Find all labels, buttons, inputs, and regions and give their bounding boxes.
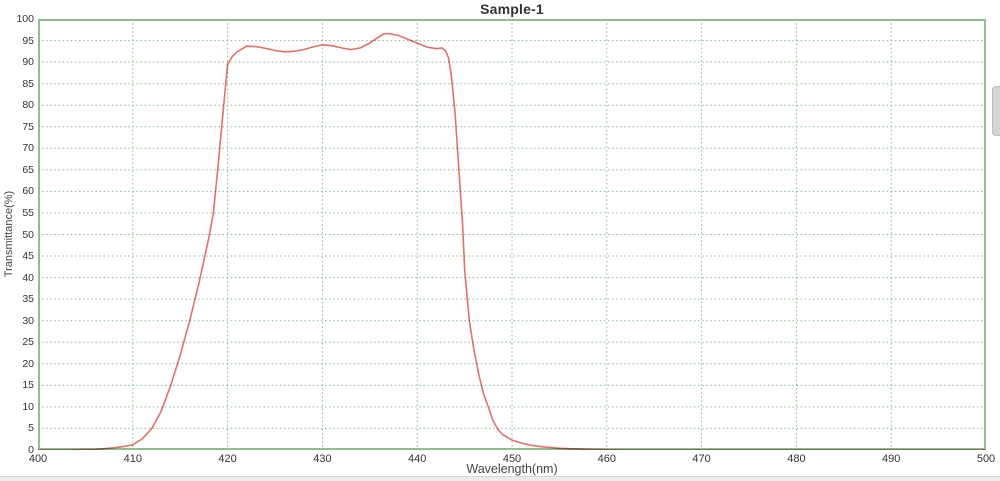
x-tick-label: 500 (976, 453, 996, 465)
y-tick-label: 80 (22, 99, 34, 112)
x-tick-label: 490 (882, 453, 901, 465)
page-bottom-edge (0, 476, 1000, 481)
y-tick-label: 85 (22, 77, 34, 90)
plot-area (38, 19, 986, 450)
y-tick-label: 90 (22, 56, 34, 69)
chart-title: Sample-1 (480, 1, 544, 17)
x-axis-title: Wavelength(nm) (466, 462, 558, 476)
x-tick-label: 410 (123, 453, 142, 465)
y-tick-label: 15 (22, 379, 34, 392)
x-tick-label: 400 (28, 453, 48, 465)
x-tick-label: 440 (408, 453, 427, 465)
x-tick-label: 470 (692, 453, 711, 465)
plot-border (38, 19, 986, 450)
y-tick-label: 100 (16, 13, 34, 25)
y-tick-label: 75 (22, 120, 34, 133)
y-tick-label: 95 (22, 34, 34, 47)
y-tick-label: 70 (22, 142, 34, 155)
y-tick-label: 25 (22, 336, 34, 349)
y-tick-label: 45 (22, 250, 34, 263)
x-tick-label: 430 (313, 453, 332, 465)
y-tick-label: 55 (22, 206, 34, 219)
y-tick-label: 60 (22, 185, 34, 198)
y-tick-label: 65 (22, 163, 34, 176)
y-tick-label: 20 (22, 357, 34, 370)
y-tick-label: 30 (22, 314, 34, 327)
transmittance-curve (38, 32, 986, 450)
x-tick-label: 480 (787, 453, 806, 465)
x-tick-label: 420 (218, 453, 237, 465)
y-tick-label: 5 (28, 422, 34, 435)
x-tick-label: 450 (502, 453, 522, 465)
y-tick-label: 40 (22, 271, 34, 284)
scrollbar-thumb[interactable] (992, 86, 1000, 136)
y-tick-label: 50 (22, 228, 34, 241)
y-tick-label: 35 (22, 293, 34, 306)
y-tick-label: 0 (28, 444, 34, 456)
y-tick-label: 10 (22, 400, 34, 413)
x-tick-label: 460 (597, 453, 616, 465)
